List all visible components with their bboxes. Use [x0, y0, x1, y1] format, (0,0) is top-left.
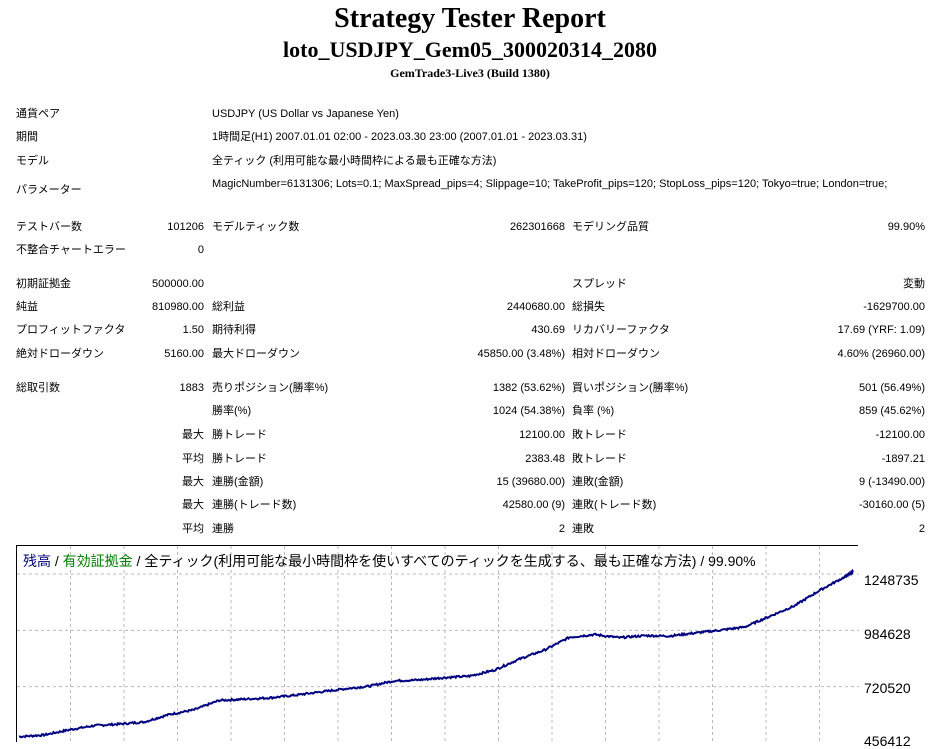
legend-equity: 有効証拠金	[62, 553, 133, 569]
report-build: GemTrade3-Live3 (Build 1380)	[390, 66, 550, 80]
short-label: 売りポジション(勝率%)	[212, 382, 329, 394]
rel-dd-label: 相対ドローダウン	[572, 348, 660, 360]
y-tick-label: 456412	[864, 733, 911, 749]
consec-loss-money-value: 9 (-13490.00)	[858, 476, 925, 488]
max-dd-value: 45850.00 (3.48%)	[477, 348, 565, 360]
avg-win-value: 2383.48	[525, 453, 565, 465]
avg-win-label: 勝トレード	[212, 453, 267, 465]
mismatch-value: 0	[197, 244, 204, 256]
avg-consec-win-label: 連勝	[212, 523, 234, 535]
bars-label: テストバー数	[16, 221, 82, 233]
legend-balance: 残高	[23, 553, 51, 569]
net-value: 810980.00	[152, 301, 204, 313]
balance-chart: 残高 / 有効証拠金 / 全ティック(利用可能な最小時間枠を使いすべてのティック…	[16, 545, 859, 743]
legend-description: 全ティック(利用可能な最小時間枠を使いすべてのティックを生成する、最も正確な方法…	[144, 553, 756, 569]
y-tick-label: 984628	[864, 626, 911, 642]
recovery-label: リカバリーファクタ	[572, 324, 670, 336]
consec-win-money-value: 15 (39680.00)	[496, 476, 566, 488]
consec-money-qualifier: 最大	[182, 476, 204, 488]
bars-value: 101206	[167, 221, 204, 233]
avg-consec-qualifier: 平均	[182, 523, 204, 535]
long-label: 買いポジション(勝率%)	[572, 382, 689, 394]
avg-consec-loss-label: 連敗	[572, 523, 594, 535]
legend-separator: /	[132, 553, 145, 569]
balance-chart-svg	[17, 546, 859, 743]
expected-label: 期待利得	[212, 324, 256, 336]
period-value: 1時間足(H1) 2007.01.01 02:00 - 2023.03.30 2…	[212, 131, 587, 143]
lossrate-value: 859 (45.62%)	[858, 405, 925, 417]
short-value: 1382 (53.62%)	[492, 382, 565, 394]
consec-loss-trades-value: -30160.00 (5)	[858, 499, 925, 511]
winrate-label: 勝率(%)	[212, 405, 252, 417]
deposit-label: 初期証拠金	[16, 278, 71, 290]
period-label: 期間	[16, 131, 38, 143]
pf-label: プロフィットファクタ	[16, 324, 126, 336]
max-win-value: 12100.00	[519, 429, 565, 441]
max-dd-label: 最大ドローダウン	[212, 348, 300, 360]
mismatch-label: 不整合チャートエラー	[16, 244, 126, 256]
gross-profit-value: 2440680.00	[506, 301, 565, 313]
avg-consec-loss-value: 2	[918, 523, 925, 535]
pf-value: 1.50	[182, 324, 204, 336]
abs-dd-value: 5160.00	[164, 348, 204, 360]
legend-separator: /	[51, 553, 63, 569]
consec-trades-qualifier: 最大	[182, 499, 204, 511]
ticks-label: モデルティック数	[212, 221, 300, 233]
avg-loss-value: -1897.21	[881, 453, 925, 465]
net-label: 純益	[16, 301, 38, 313]
gross-loss-value: -1629700.00	[863, 301, 925, 313]
y-tick-label: 1248735	[864, 572, 919, 588]
quality-value: 99.90%	[887, 221, 925, 233]
recovery-value: 17.69 (YRF: 1.09)	[837, 324, 925, 336]
quality-label: モデリング品質	[572, 221, 649, 233]
pair-value: USDJPY (US Dollar vs Japanese Yen)	[212, 108, 399, 120]
long-value: 501 (56.49%)	[858, 382, 925, 394]
balance-series-line	[18, 568, 854, 739]
rel-dd-value: 4.60% (26960.00)	[837, 348, 925, 360]
expected-value: 430.69	[531, 324, 565, 336]
report-title: Strategy Tester Report	[334, 3, 606, 34]
lossrate-label: 負率 (%)	[572, 405, 615, 417]
consec-win-money-label: 連勝(金額)	[212, 476, 264, 488]
model-label: モデル	[16, 155, 49, 167]
spread-value: 変動	[903, 278, 925, 290]
params-value: MagicNumber=6131306; Lots=0.1; MaxSpread…	[212, 178, 888, 190]
consec-win-trades-value: 42580.00 (9)	[502, 499, 565, 511]
trades-label: 総取引数	[16, 382, 60, 394]
spread-label: スプレッド	[572, 278, 627, 290]
y-tick-label: 720520	[864, 680, 911, 696]
ticks-value: 262301668	[509, 221, 565, 233]
pair-label: 通貨ペア	[16, 108, 60, 120]
model-value: 全ティック (利用可能な最小時間枠による最も正確な方法)	[212, 155, 497, 167]
max-loss-value: -12100.00	[875, 429, 925, 441]
trades-value: 1883	[179, 382, 204, 394]
consec-win-trades-label: 連勝(トレード数)	[212, 499, 297, 511]
avg-consec-win-value: 2	[558, 523, 565, 535]
max-win-label: 勝トレード	[212, 429, 267, 441]
gross-profit-label: 総利益	[212, 301, 245, 313]
chart-legend: 残高 / 有効証拠金 / 全ティック(利用可能な最小時間枠を使いすべてのティック…	[23, 552, 756, 570]
consec-loss-trades-label: 連敗(トレード数)	[572, 499, 657, 511]
max-win-qualifier: 最大	[182, 429, 204, 441]
avg-win-qualifier: 平均	[182, 453, 204, 465]
avg-loss-label: 敗トレード	[572, 453, 627, 465]
max-loss-label: 敗トレード	[572, 429, 627, 441]
params-label: パラメーター	[16, 184, 82, 196]
deposit-value: 500000.00	[152, 278, 204, 290]
gross-loss-label: 総損失	[572, 301, 605, 313]
winrate-value: 1024 (54.38%)	[492, 405, 565, 417]
consec-loss-money-label: 連敗(金額)	[572, 476, 624, 488]
abs-dd-label: 絶対ドローダウン	[16, 348, 104, 360]
report-subtitle: loto_USDJPY_Gem05_300020314_2080	[283, 37, 657, 62]
